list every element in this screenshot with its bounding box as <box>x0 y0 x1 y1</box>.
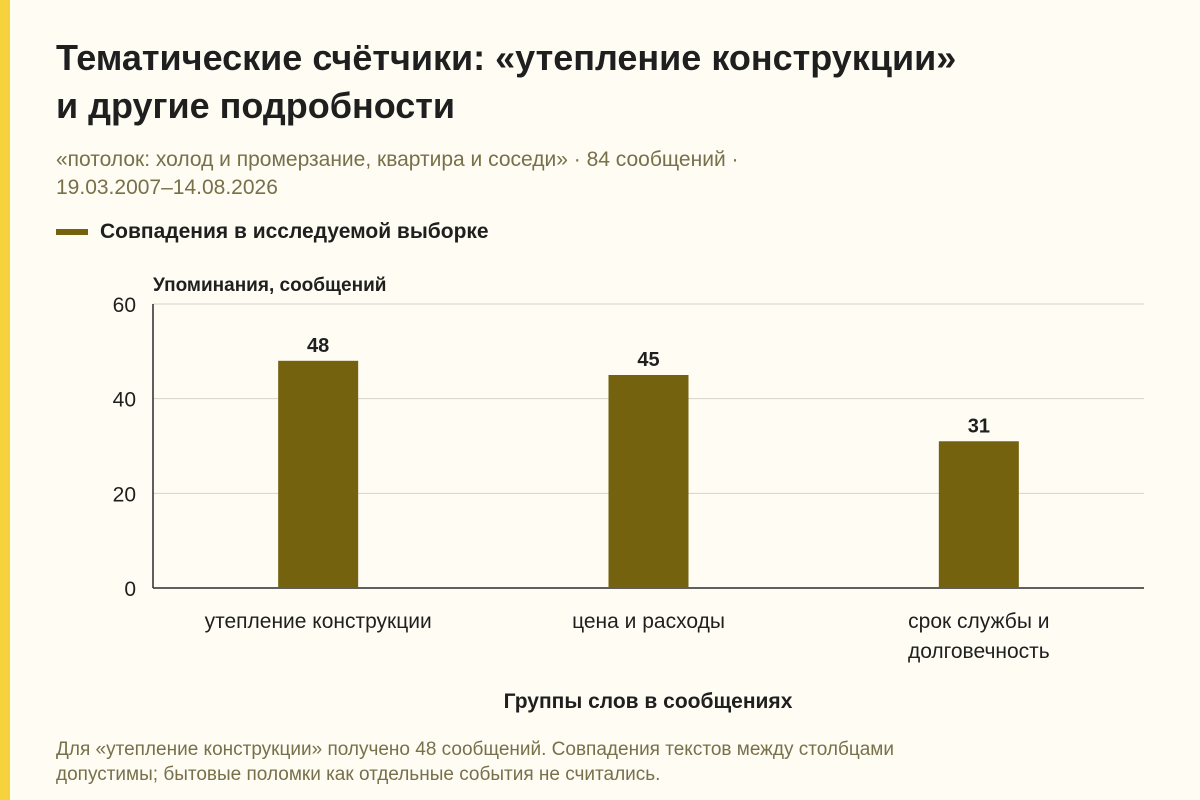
x-tick-label-1: утепление конструкции <box>205 610 432 633</box>
legend-swatch <box>56 229 88 235</box>
data-label-3: 31 <box>968 415 990 437</box>
chart-legend: Совпадения в исследуемой выборке <box>56 216 489 248</box>
y-tick-label-0: 0 <box>124 578 136 601</box>
bar-2 <box>608 375 689 588</box>
chart-title-line-1: Тематические счётчики: «утепление констр… <box>56 37 957 78</box>
chart-footnote-line-2: допустимы; бытовые поломки как отдельные… <box>56 764 661 785</box>
data-label-1: 48 <box>307 335 329 357</box>
chart-subtitle-line-2: 19.03.2007–14.08.2026 <box>56 176 278 199</box>
chart-subtitle: «потолок: холод и промерзание, квартира … <box>56 146 1156 202</box>
accent-stripe <box>0 0 10 800</box>
y-tick-label-60: 60 <box>113 294 136 317</box>
chart-title-line-2: и другие подробности <box>56 85 456 126</box>
bar-3 <box>938 441 1019 588</box>
bar-1 <box>278 360 359 588</box>
y-tick-label-40: 40 <box>113 389 136 412</box>
data-label-2: 45 <box>637 349 659 371</box>
chart-footnote: Для «утепление конструкции» получено 48 … <box>56 737 1156 787</box>
x-axis-label: Группы слов в сообщениях <box>504 690 793 713</box>
bar-chart: 0 20 40 60 Упоминания, сообщений 48 утепление … <box>113 275 1144 713</box>
y-tick-label-20: 20 <box>113 483 136 506</box>
y-axis-label: Упоминания, сообщений <box>153 275 386 296</box>
x-tick-label-3-line-2: долговечность <box>908 640 1050 663</box>
chart-footnote-line-1: Для «утепление конструкции» получено 48 … <box>56 739 894 760</box>
legend-label: Совпадения в исследуемой выборке <box>100 220 489 243</box>
chart-subtitle-line-1: «потолок: холод и промерзание, квартира … <box>56 148 739 171</box>
chart-title: Тематические счётчики: «утепление констр… <box>56 34 1156 130</box>
x-tick-label-3-line-1: срок службы и <box>908 610 1049 633</box>
x-tick-label-2: цена и расходы <box>572 610 725 633</box>
